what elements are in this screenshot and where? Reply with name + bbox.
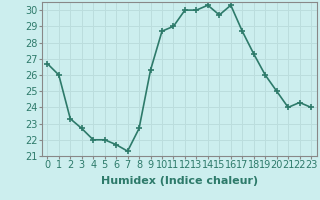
X-axis label: Humidex (Indice chaleur): Humidex (Indice chaleur) [100,176,258,186]
